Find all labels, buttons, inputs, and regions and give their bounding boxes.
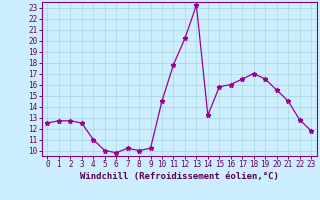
X-axis label: Windchill (Refroidissement éolien,°C): Windchill (Refroidissement éolien,°C) — [80, 172, 279, 181]
